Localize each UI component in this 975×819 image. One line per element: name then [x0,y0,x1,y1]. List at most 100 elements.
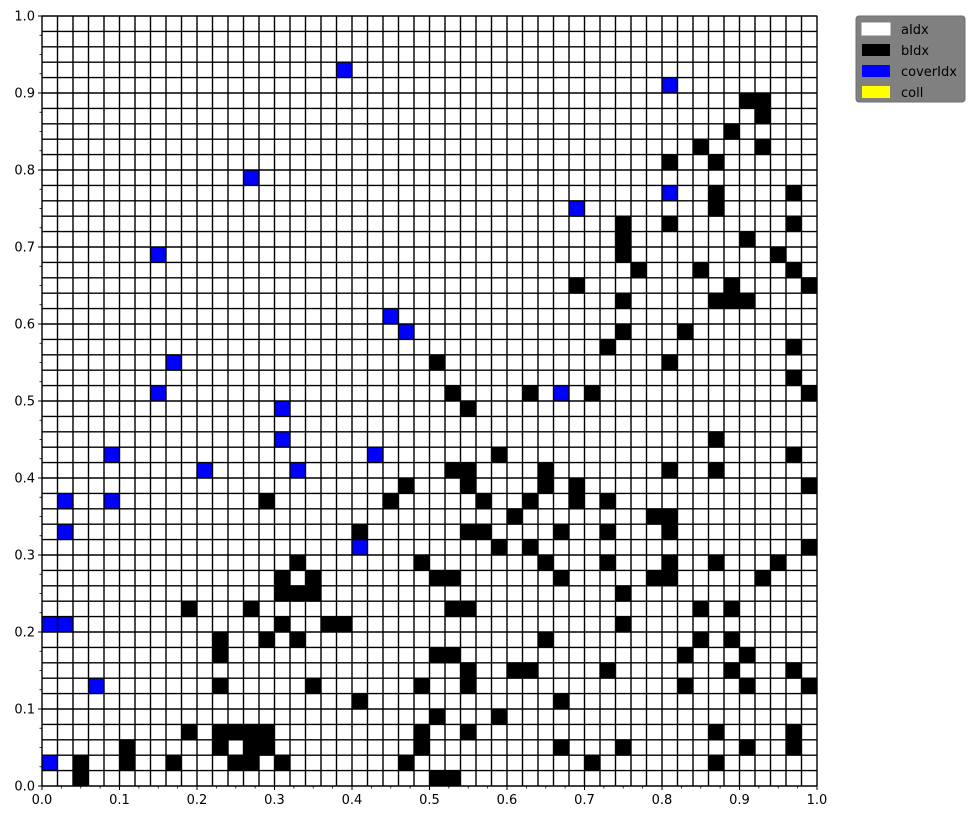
bIdx-cell-22 [724,277,740,294]
bIdx-cell-78 [274,570,290,586]
coverIdx-cell-14 [367,447,383,463]
bIdx-cell-23 [801,277,817,294]
bIdx-cell-20 [786,262,802,278]
bIdx-cell-60 [646,508,662,525]
bIdx-cell-47 [708,462,724,478]
bIdx-cell-18 [631,262,647,278]
legend-label-aIdx: aIdx [901,23,929,38]
bIdx-cell-152 [398,755,414,771]
bIdx-cell-126 [429,709,445,725]
bIdx-cell-124 [352,693,368,709]
bIdx-cell-155 [73,770,89,786]
bIdx-cell-147 [119,755,135,771]
bIdx-cell-5 [755,139,771,155]
bIdx-cell-3 [724,123,740,140]
coverIdx-cell-0 [336,62,352,78]
bIdx-cell-26 [724,293,740,309]
bIdx-cell-144 [739,739,755,756]
bIdx-cell-143 [615,739,631,756]
bIdx-cell-75 [662,555,678,571]
grid-cells [42,62,817,786]
x-tick-label: 0.7 [574,793,595,808]
bIdx-cell-74 [600,555,616,571]
bIdx-cell-120 [460,678,476,694]
coverIdx-cell-22 [57,616,73,632]
legend: aIdx bIdx coverIdx coll [855,15,966,103]
coverIdx-cell-8 [166,354,182,371]
bIdx-cell-122 [739,678,755,694]
bIdx-cell-150 [243,755,259,771]
bIdx-cell-128 [181,724,197,740]
bIdx-cell-43 [445,462,461,478]
coverIdx-cell-2 [243,170,259,186]
bIdx-cell-34 [786,370,802,386]
bIdx-cell-31 [786,339,802,355]
bIdx-cell-8 [708,185,724,201]
bIdx-cell-83 [646,570,662,586]
y-tick-label: 0.8 [14,164,35,179]
bIdx-cell-94 [693,601,709,617]
bIdx-cell-92 [445,601,461,617]
coverIdx-cell-13 [104,447,120,463]
bIdx-cell-61 [662,508,678,525]
bIdx-cell-38 [801,385,817,401]
coverIdx-cell-10 [553,385,569,401]
x-tick-label: 0.8 [652,793,673,808]
bIdx-cell-102 [290,632,306,648]
coverIdx-cell-1 [662,77,678,93]
bIdx-cell-37 [584,385,600,401]
y-tick-label: 0.5 [14,395,35,410]
bIdx-cell-6 [662,154,678,170]
bIdx-cell-70 [801,539,817,555]
legend-swatch-bIdx [862,44,890,56]
bIdx-cell-109 [677,647,693,663]
bIdx-cell-110 [739,647,755,663]
bIdx-cell-91 [243,601,259,617]
x-tick-label: 0.0 [32,793,53,808]
bIdx-cell-35 [445,385,461,401]
x-tick-label: 0.2 [187,793,208,808]
bIdx-cell-73 [538,555,554,571]
coverIdx-cell-4 [569,200,585,217]
y-tick-label: 0.0 [14,780,35,795]
bIdx-cell-108 [445,647,461,663]
coverIdx-cell-3 [662,185,678,201]
bIdx-cell-99 [615,616,631,632]
coverIdx-cell-17 [57,493,73,509]
bIdx-cell-76 [708,555,724,571]
y-tick-label: 0.7 [14,241,35,256]
bIdx-cell-81 [445,570,461,586]
bIdx-cell-137 [119,739,135,756]
y-tick-label: 0.2 [14,626,35,641]
bIdx-cell-133 [414,724,430,740]
bIdx-cell-66 [600,524,616,540]
bIdx-cell-125 [553,693,569,709]
bIdx-cell-58 [600,493,616,509]
bIdx-cell-50 [538,478,554,494]
bIdx-cell-11 [615,216,631,232]
bIdx-cell-10 [708,200,724,217]
bIdx-cell-42 [786,447,802,463]
bIdx-cell-53 [259,493,275,509]
x-tick-label: 1.0 [807,793,828,808]
bIdx-cell-72 [414,555,430,571]
y-tick-label: 0.9 [14,87,35,102]
bIdx-cell-135 [708,724,724,740]
x-tick-label: 0.5 [419,793,440,808]
coverIdx-cell-16 [290,462,306,478]
bIdx-cell-69 [522,539,538,555]
legend-label-coll: coll [901,86,923,101]
coverIdx-cell-23 [88,678,104,694]
coverIdx-cell-12 [274,431,290,448]
legend-swatch-coll [862,86,890,98]
bIdx-cell-103 [538,632,554,648]
bIdx-cell-105 [724,632,740,648]
bIdx-cell-19 [693,262,709,278]
coverIdx-cell-20 [352,539,368,555]
bIdx-cell-14 [615,231,631,247]
bIdx-cell-93 [460,601,476,617]
bIdx-cell-148 [166,755,182,771]
bIdx-cell-40 [708,431,724,448]
bIdx-cell-95 [724,601,740,617]
coverIdx-cell-24 [42,755,58,771]
